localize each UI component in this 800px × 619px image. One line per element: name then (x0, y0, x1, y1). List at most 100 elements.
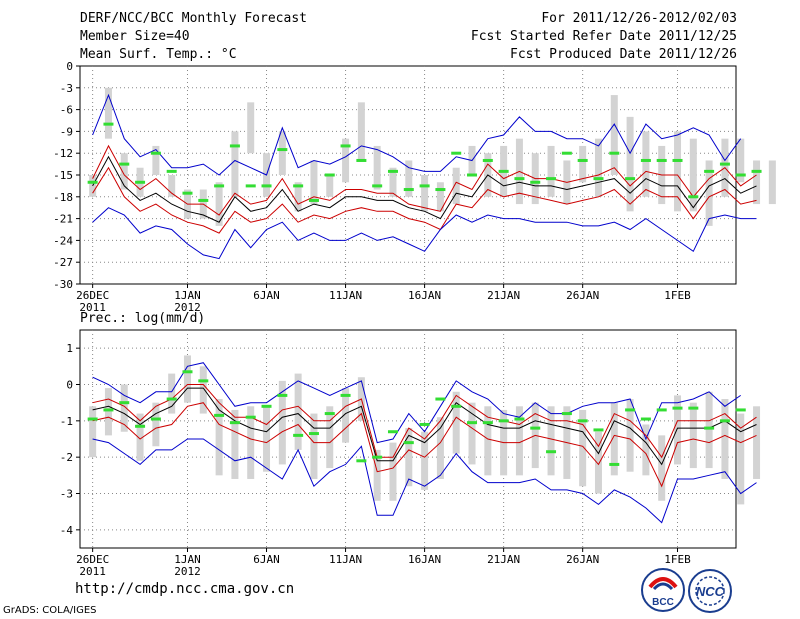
temp-spread-box (152, 145, 160, 175)
precip-member-marker (308, 432, 319, 436)
precip-spread-box (594, 431, 602, 494)
precip-x-tick-label: 1JAN (174, 553, 201, 566)
precip-x-tick-label: 6JAN (253, 553, 280, 566)
temp-member-marker (609, 151, 620, 155)
temp-x-tick-label: 6JAN (253, 289, 280, 302)
forecast-started-date: Fcst Started Refer Date 2011/12/25 (470, 29, 737, 44)
precip-x-tick-label: 26JAN (566, 553, 599, 566)
precip-spread-box (452, 391, 460, 454)
precip-member-marker (150, 417, 161, 421)
precip-x-tick-year: 2011 (79, 565, 106, 578)
bcc-logo-text: BCC (652, 597, 674, 608)
precip-spread-box (547, 406, 555, 476)
temp-y-tick-label: -24 (53, 234, 73, 247)
precip-line-mean (92, 387, 757, 466)
temp-member-marker (546, 177, 557, 181)
temp-spread-box (705, 160, 713, 226)
precip-spread-box (152, 402, 160, 447)
temp-spread-box (373, 145, 381, 190)
temp-member-marker (198, 198, 209, 202)
temp-member-marker (751, 169, 762, 173)
precip-member-marker (182, 370, 193, 374)
temp-spread-box (594, 138, 602, 197)
temp-member-marker (356, 158, 367, 162)
temp-member-marker (640, 158, 651, 162)
grads-credit: GrADS: COLA/IGES (3, 605, 97, 616)
precip-member-marker (467, 421, 478, 425)
temp-member-marker (324, 173, 335, 177)
temp-member-marker (387, 169, 398, 173)
precip-member-marker (451, 404, 462, 408)
precip-member-marker (135, 424, 146, 428)
temp-y-tick-label: -27 (53, 256, 73, 269)
temp-spread-box (215, 182, 223, 226)
precip-member-marker (324, 412, 335, 416)
precip-line-max (92, 362, 741, 444)
precip-spread-box (310, 413, 318, 479)
precip-line-upper (92, 384, 757, 459)
precip-member-marker (514, 417, 525, 421)
temp-x-tick-label: 1FEB (664, 289, 691, 302)
temp-x-tick-label: 11JAN (329, 289, 362, 302)
temp-member-marker (735, 173, 746, 177)
forecast-period: For 2011/12/26-2012/02/03 (541, 11, 737, 26)
precip-spread-box (468, 402, 476, 465)
precip-spread-box (753, 406, 761, 479)
source-url[interactable]: http://cmdp.ncc.cma.gov.cn (75, 581, 295, 597)
temp-member-marker (514, 177, 525, 181)
temp-x-tick-label: 26DEC (76, 289, 109, 302)
temp-y-tick-label: -12 (53, 147, 73, 160)
precip-member-marker (119, 401, 130, 405)
precip-spread-box (247, 406, 255, 479)
precip-y-tick-label: -3 (60, 488, 73, 501)
temp-member-marker (293, 184, 304, 188)
precip-spread-box (326, 406, 334, 469)
temp-member-marker (498, 169, 509, 173)
precip-member-marker (546, 450, 557, 454)
temp-spread-box (579, 145, 587, 183)
precip-spread-box (610, 402, 618, 476)
precip-spread-box (579, 409, 587, 487)
temp-spread-box (231, 131, 239, 197)
precip-spread-box (421, 431, 429, 490)
temp-spread-box (452, 167, 460, 205)
temp-member-marker (593, 177, 604, 181)
temp-member-marker (704, 169, 715, 173)
temp-member-marker (482, 158, 493, 162)
temp-y-tick-label: -30 (53, 278, 73, 291)
precip-member-marker (435, 397, 446, 401)
temp-member-marker (561, 151, 572, 155)
precip-member-marker (87, 417, 98, 421)
precip-y-tick-label: 0 (66, 379, 73, 392)
precip-y-tick-label: 1 (66, 342, 73, 355)
precip-panel-title: Prec.: log(mm/d) (80, 311, 206, 326)
temp-x-tick-label: 1JAN (174, 289, 201, 302)
precip-spread-box (294, 373, 302, 450)
precip-spread-box (263, 406, 271, 472)
precip-member-marker (656, 408, 667, 412)
precip-spread-box (199, 366, 207, 414)
temp-member-marker (688, 195, 699, 199)
precip-member-marker (498, 419, 509, 423)
precip-spread-box (136, 413, 144, 461)
precip-y-tick-label: -2 (60, 451, 73, 464)
precip-member-marker (688, 406, 699, 410)
precip-spread-box (737, 413, 745, 505)
temp-member-marker (577, 158, 588, 162)
precip-member-marker (245, 415, 256, 419)
temp-member-marker (435, 188, 446, 192)
bcc-logo: BCC (640, 567, 686, 613)
precip-spread-box (689, 402, 697, 469)
temp-member-marker (277, 148, 288, 152)
precip-spread-box (405, 428, 413, 487)
temp-spread-box (247, 102, 255, 154)
temp-spread-box (421, 175, 429, 212)
temp-line-upper (92, 144, 757, 216)
temp-spread-box (737, 138, 745, 183)
precip-spread-box (89, 406, 97, 458)
precip-member-marker (530, 426, 541, 430)
precip-x-tick-label: 16JAN (408, 553, 441, 566)
temp-member-marker (372, 184, 383, 188)
temp-spread-box (626, 116, 634, 212)
precip-member-marker (103, 408, 114, 412)
